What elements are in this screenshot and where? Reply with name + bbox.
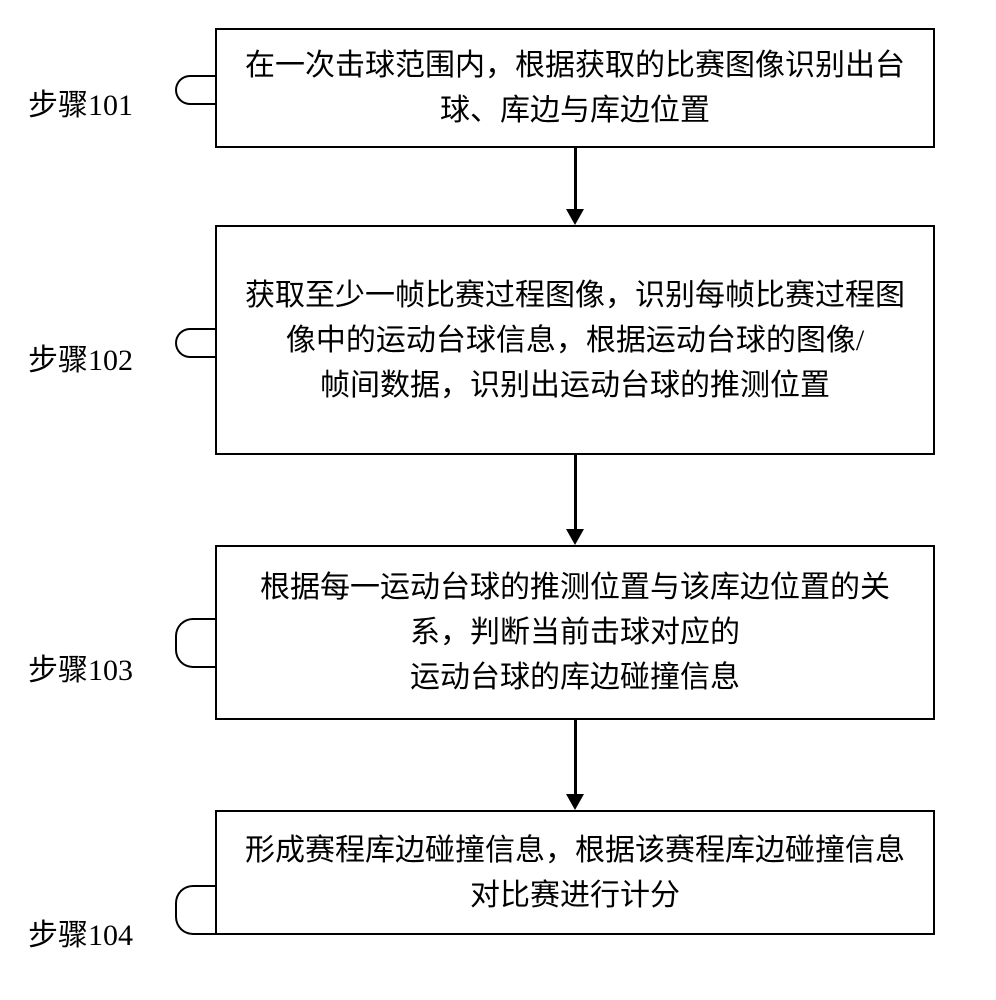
step-box-3: 根据每一运动台球的推测位置与该库边位置的关系，判断当前击球对应的运动台球的库边碰… (215, 545, 935, 720)
step-label-3: 步骤103 (28, 645, 133, 689)
arrow-line-2 (574, 455, 577, 529)
arrow-line-3 (574, 720, 577, 794)
connector-3 (175, 618, 217, 668)
step-box-2: 获取至少一帧比赛过程图像，识别每帧比赛过程图像中的运动台球信息，根据运动台球的图… (215, 225, 935, 455)
arrow-head-1 (566, 209, 584, 225)
flowchart-container: 步骤101 在一次击球范围内，根据获取的比赛图像识别出台球、库边与库边位置步骤10… (0, 0, 996, 1000)
step-box-4: 形成赛程库边碰撞信息，根据该赛程库边碰撞信息对比赛进行计分 (215, 810, 935, 935)
connector-1 (175, 75, 217, 105)
arrow-head-3 (566, 794, 584, 810)
arrow-head-2 (566, 529, 584, 545)
step-box-1: 在一次击球范围内，根据获取的比赛图像识别出台球、库边与库边位置 (215, 28, 935, 148)
step-label-1: 步骤101 (28, 80, 133, 124)
step-label-4: 步骤104 (28, 910, 133, 954)
connector-4 (175, 885, 217, 935)
arrow-line-1 (574, 148, 577, 209)
step-label-2: 步骤102 (28, 335, 133, 379)
connector-2 (175, 328, 217, 358)
